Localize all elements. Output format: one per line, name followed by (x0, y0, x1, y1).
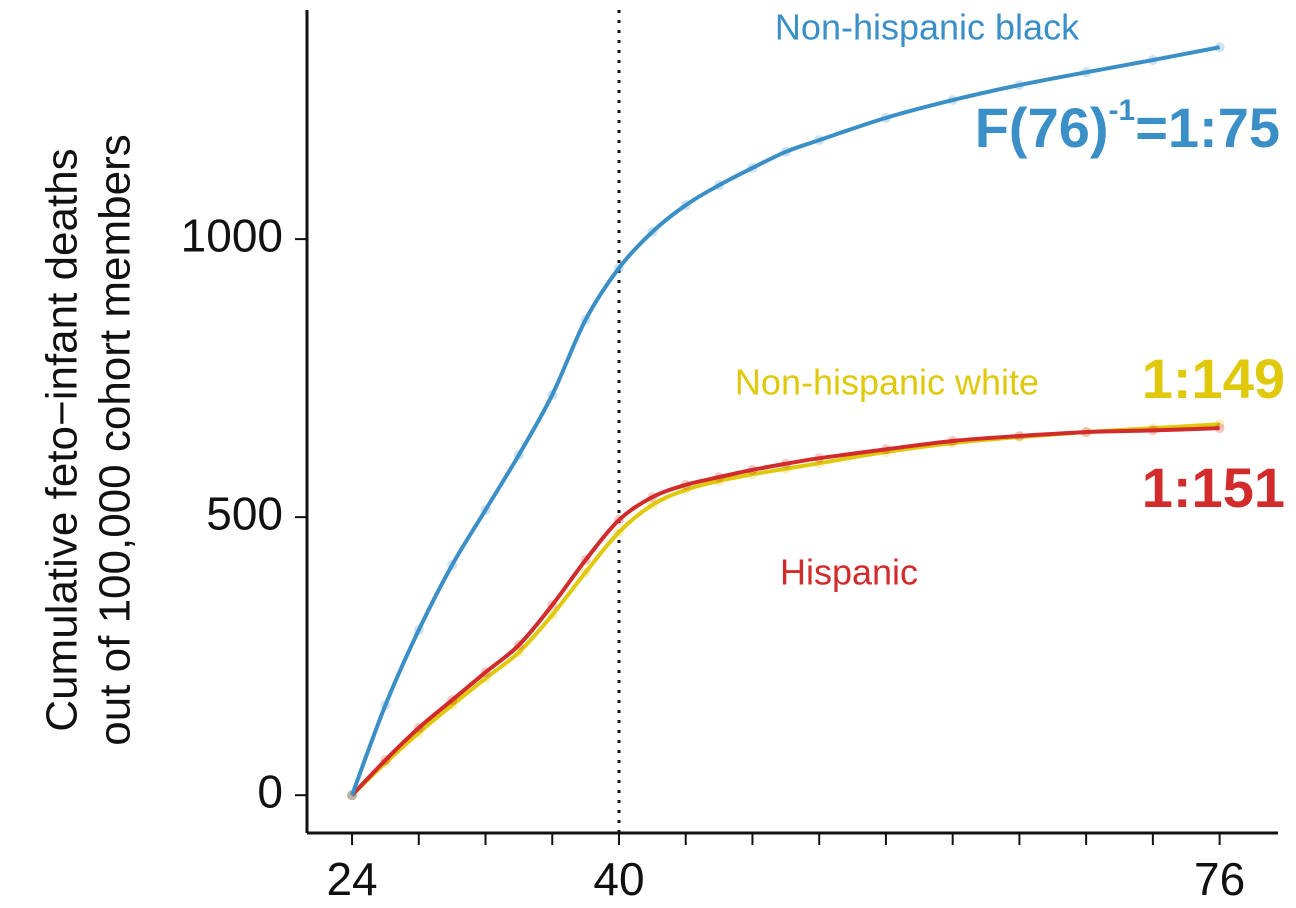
ratio-value: 1:149 (1142, 347, 1285, 410)
y-axis-label: Cumulative feto−infant deaths (38, 148, 87, 731)
x-tick-label: 76 (1194, 853, 1245, 905)
ratio-value: 1:151 (1142, 456, 1285, 519)
line (350, 426, 1220, 797)
line (350, 422, 1220, 797)
series-label: Non-hispanic black (775, 7, 1080, 48)
x-tick-label: 24 (326, 853, 377, 905)
y-axis-label: out of 100,000 cohort members (91, 134, 140, 745)
ratio-prefix: F(76) (975, 96, 1109, 159)
ratio-label: 1:151 (1142, 456, 1285, 519)
ratio-label: 1:149 (1142, 347, 1285, 410)
y-tick-label: 1000 (181, 209, 283, 261)
ratio-label: F(76)-1=1:75 (975, 94, 1280, 159)
line (350, 45, 1220, 796)
ratio-sup: -1 (1109, 94, 1136, 127)
x-tick-label: 40 (593, 853, 644, 905)
series-label: Non-hispanic white (735, 362, 1039, 403)
ratio-value: =1:75 (1135, 96, 1280, 159)
series-label: Hispanic (780, 552, 918, 593)
y-tick-label: 500 (206, 487, 283, 539)
y-tick-label: 0 (257, 765, 283, 817)
